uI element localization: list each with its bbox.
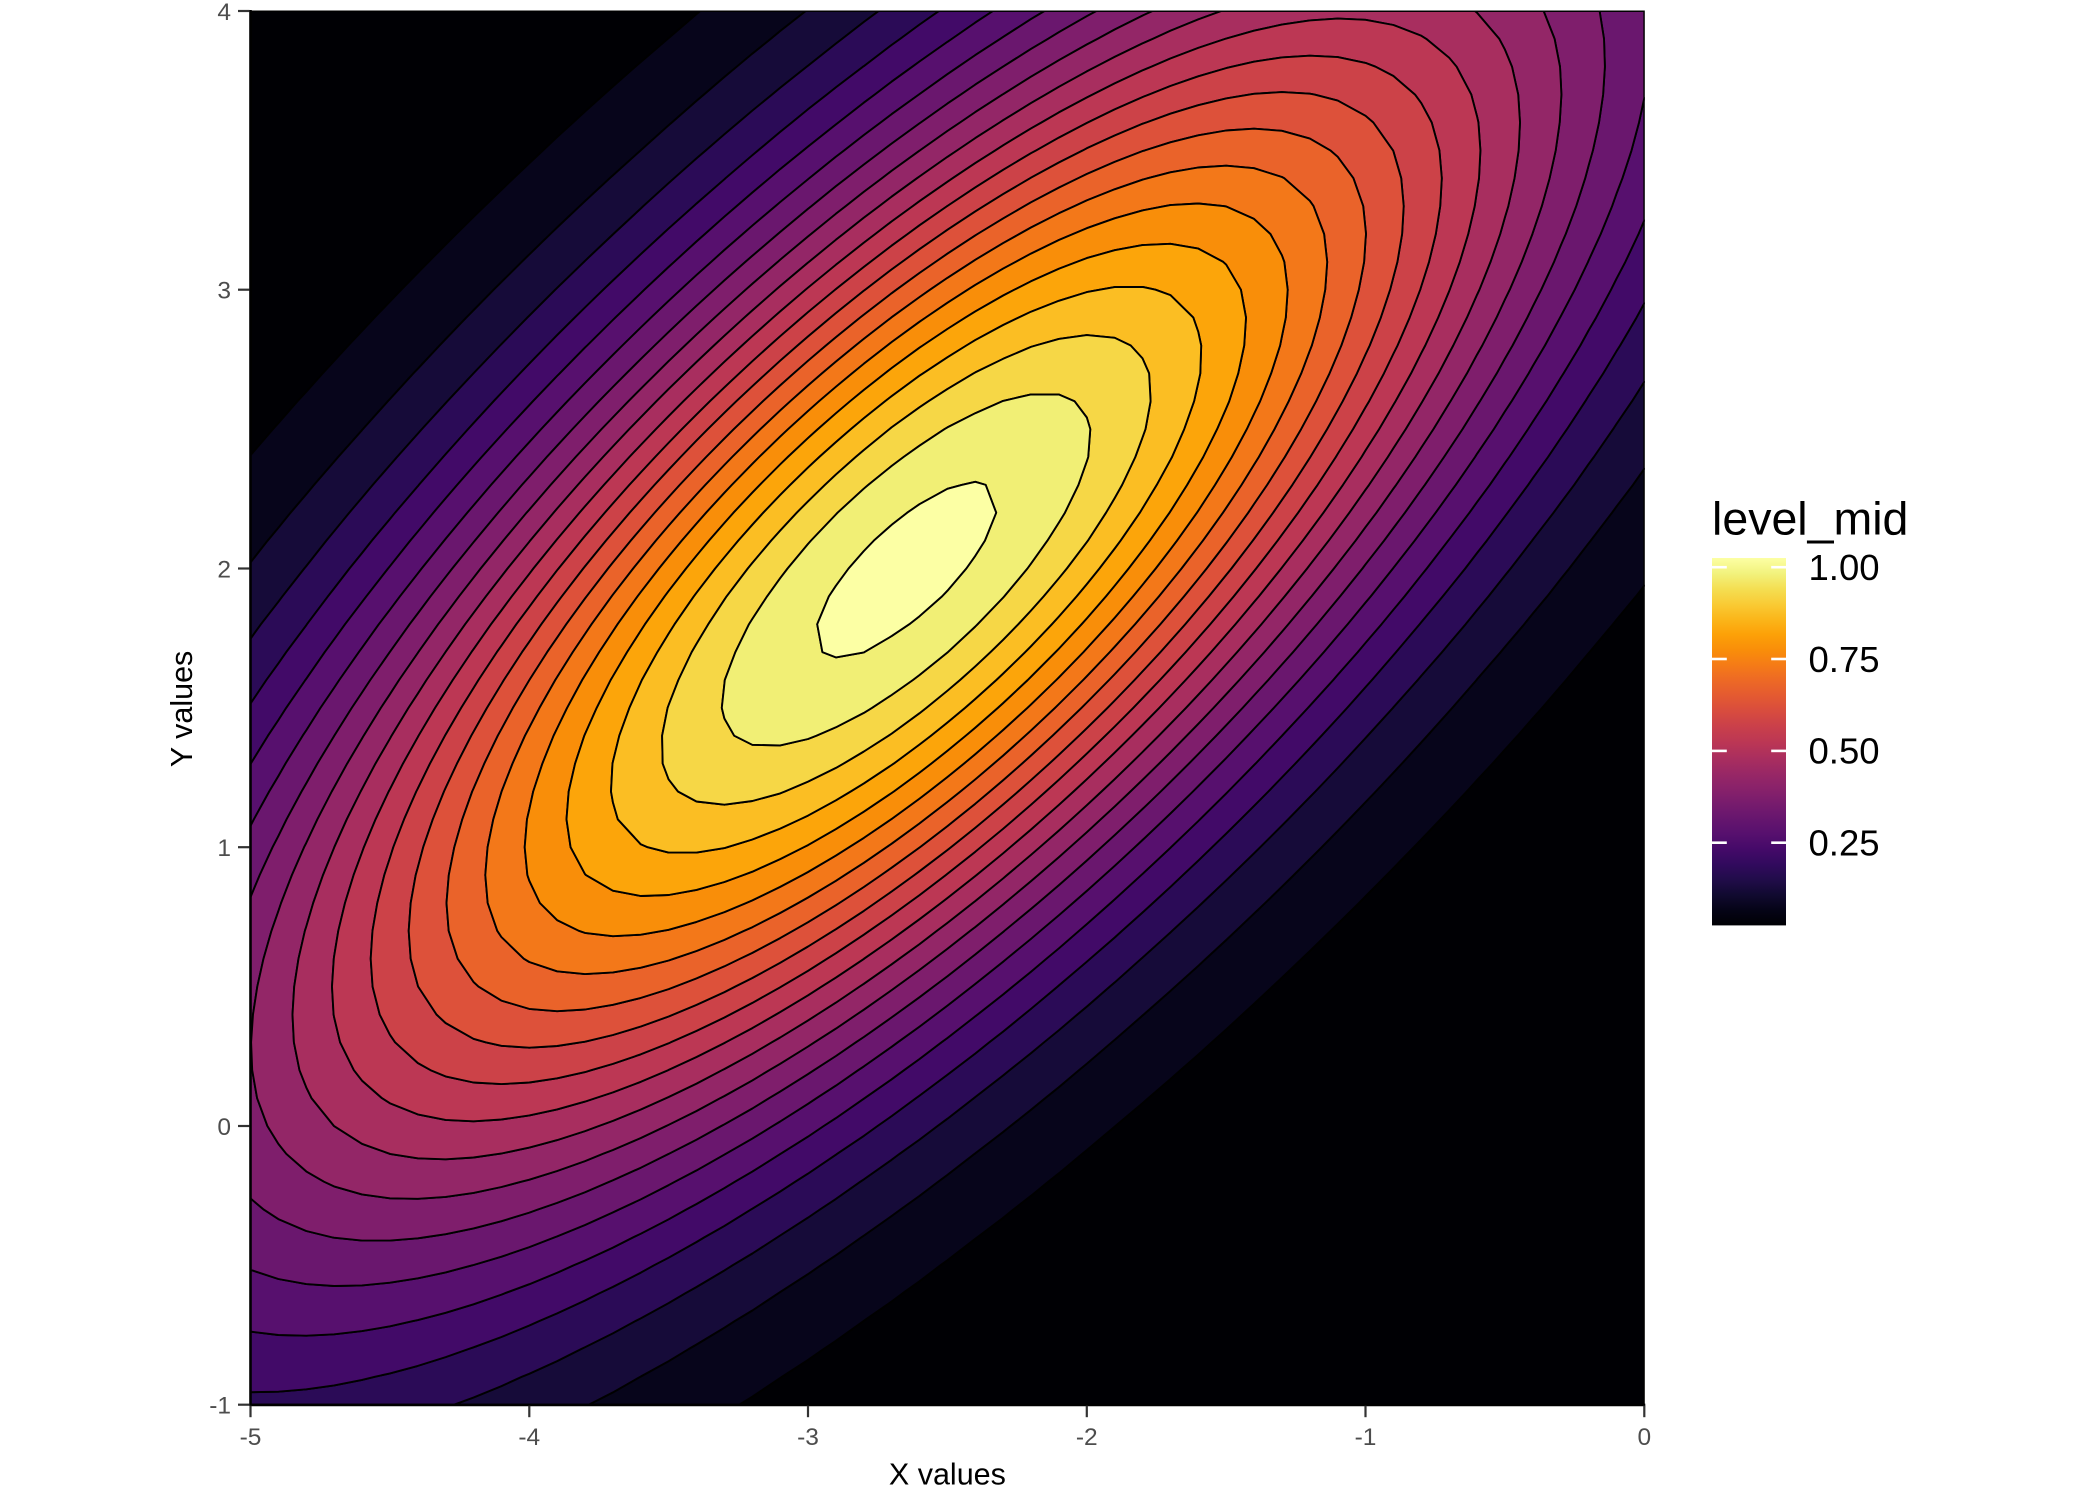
svg-text:1: 1 [217, 835, 231, 862]
svg-text:Y values: Y values [165, 651, 199, 767]
svg-text:X values: X values [889, 1458, 1006, 1492]
svg-text:0: 0 [217, 1114, 231, 1141]
svg-text:4: 4 [217, 0, 231, 26]
svg-text:0.75: 0.75 [1809, 639, 1880, 680]
svg-text:-2: -2 [1076, 1424, 1098, 1451]
svg-text:-5: -5 [240, 1424, 262, 1451]
svg-text:3: 3 [217, 278, 231, 305]
svg-text:0.25: 0.25 [1809, 823, 1880, 864]
svg-text:1.00: 1.00 [1809, 547, 1880, 588]
svg-text:0.50: 0.50 [1809, 731, 1880, 772]
svg-text:-1: -1 [1355, 1424, 1377, 1451]
svg-text:-3: -3 [797, 1424, 819, 1451]
svg-text:0: 0 [1637, 1424, 1651, 1451]
svg-text:-1: -1 [209, 1393, 231, 1420]
svg-text:level_mid: level_mid [1712, 493, 1908, 545]
svg-text:-4: -4 [518, 1424, 540, 1451]
svg-text:2: 2 [217, 556, 231, 583]
